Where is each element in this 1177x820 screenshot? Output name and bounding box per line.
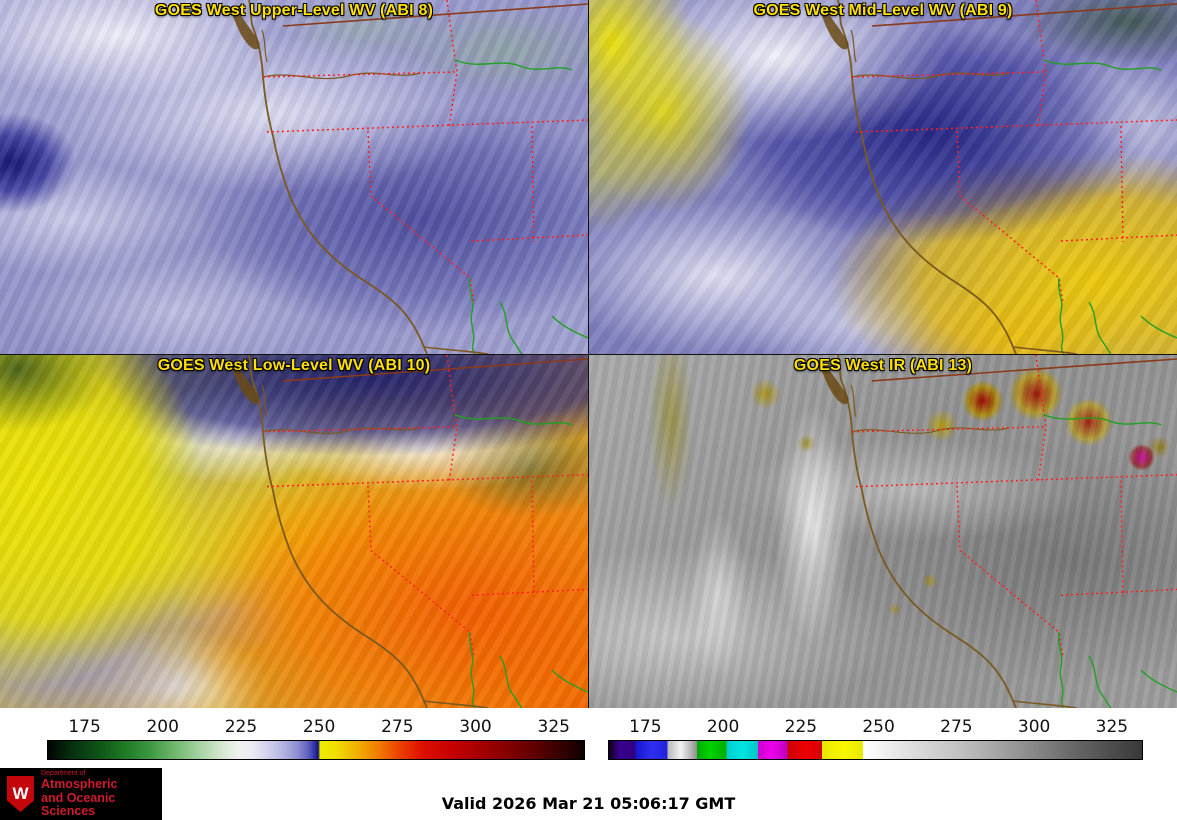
map-borders-overlay: [232, 355, 588, 708]
colorbar-tick-label: 225: [224, 717, 258, 737]
panel-title: GOES West Upper-Level WV (ABI 8): [154, 2, 434, 19]
valid-timestamp: Valid 2026 Mar 21 05:06:17 GMT: [441, 794, 736, 813]
panel-title: GOES West Low-Level WV (ABI 10): [157, 357, 431, 374]
colorbar-tick-label: 225: [784, 717, 818, 737]
mid-level-wv-imagery: [589, 0, 1177, 354]
colorbar-tick-label: 300: [1017, 717, 1051, 737]
ir-imagery: [589, 355, 1177, 708]
wv-colorbar: [47, 740, 585, 760]
low-level-wv-imagery: [0, 355, 588, 708]
colorbar-tick-label: 250: [302, 717, 336, 737]
colorbar-tick-label: 275: [381, 717, 414, 737]
wv-colorbar-ticks: 175 200 225 250 275 300 325: [47, 714, 585, 740]
quad-panel-grid: GOES West Upper-Level WV (ABI 8) GOES We…: [0, 0, 1177, 708]
map-borders-overlay: [232, 0, 588, 354]
map-borders-overlay: [821, 355, 1177, 708]
logo-name-line2: and Oceanic Sciences: [41, 790, 116, 818]
colorbar-row: 175 200 225 250 275 300 325 175 200 225 250 275 300…: [0, 708, 1177, 770]
panel-title: GOES West Mid-Level WV (ABI 9): [753, 2, 1013, 19]
colorbar-tick-label: 200: [706, 717, 740, 737]
panel-low-level-wv: GOES West Low-Level WV (ABI 10): [0, 355, 588, 708]
colorbar-tick-label: 175: [629, 717, 662, 737]
colorbar-tick-label: 250: [862, 717, 895, 737]
logo-dept-label: Department of: [41, 770, 86, 778]
ir-colorbar-ticks: 175 200 225 250 275 300 325: [608, 714, 1143, 740]
colorbar-tick-label: 300: [459, 717, 492, 737]
logo-name-line1: Atmospheric: [41, 777, 118, 792]
ir-colorbar-block: 175 200 225 250 275 300 325: [608, 714, 1143, 760]
panel-title: GOES West IR (ABI 13): [793, 357, 973, 374]
panel-ir: GOES West IR (ABI 13): [589, 355, 1177, 708]
colorbar-tick-label: 325: [537, 717, 570, 737]
colorbar-tick-label: 325: [1095, 717, 1129, 737]
ir-colorbar: [608, 740, 1143, 760]
colorbar-tick-label: 275: [940, 717, 973, 737]
uw-aos-logo: W Department of Atmospheric and Oceanic …: [0, 768, 162, 820]
upper-level-wv-imagery: [0, 0, 588, 354]
colorbar-tick-label: 175: [68, 717, 101, 737]
map-borders-overlay: [821, 0, 1177, 354]
panel-upper-level-wv: GOES West Upper-Level WV (ABI 8): [0, 0, 588, 354]
colorbar-tick-label: 200: [146, 717, 179, 737]
panel-mid-level-wv: GOES West Mid-Level WV (ABI 9): [589, 0, 1177, 354]
wv-colorbar-block: 175 200 225 250 275 300 325: [47, 714, 585, 760]
uw-aos-logo-text: Department of Atmospheric and Oceanic Sc…: [41, 770, 155, 818]
